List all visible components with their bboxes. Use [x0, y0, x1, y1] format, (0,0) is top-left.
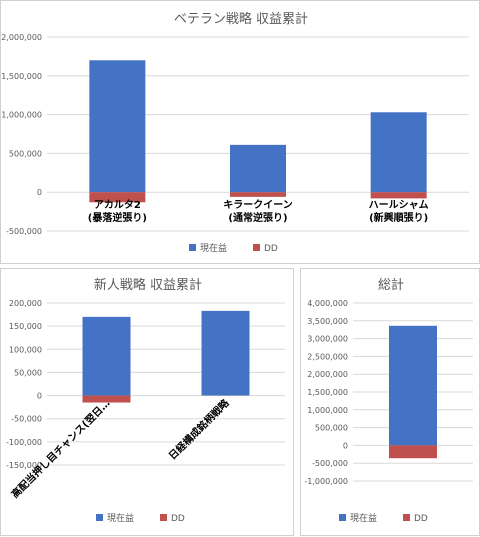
y-tick-label: 100,000 — [9, 345, 42, 354]
y-tick-label: 500,000 — [315, 424, 348, 433]
legend-label: 現在益 — [107, 512, 134, 524]
legend-label: DD — [171, 514, 185, 524]
profit-bar — [389, 325, 437, 446]
profit-bar — [82, 316, 131, 396]
legend-label: DD — [264, 244, 278, 254]
y-tick-label: 2,000,000 — [1, 33, 42, 42]
y-tick-label: 50,000 — [14, 368, 42, 377]
legend-swatch — [403, 514, 410, 521]
legend-swatch — [339, 514, 346, 521]
category-label: (通常逆張り) — [228, 211, 287, 224]
chart-title: ベテラン戦略 収益累計 — [174, 11, 308, 27]
category-label: キラークイーン — [223, 199, 293, 211]
legend-swatch — [189, 244, 196, 251]
legend-label: DD — [414, 514, 428, 524]
y-tick-label: 3,500,000 — [307, 317, 348, 326]
y-tick-label: 200,000 — [9, 299, 42, 308]
y-tick-label: 1,000,000 — [1, 111, 42, 120]
chart-panel-total: 総計 4,000,000 3,500,000 3,000,000 2,500,000 2,… — [300, 268, 480, 536]
legend-swatch — [160, 514, 167, 521]
dd-bar — [370, 192, 427, 199]
newcomer-chart: 新人戦略 収益累計 200,000 150,000 100,000 50,000 0 -50… — [6, 277, 285, 524]
y-tick-label: 4,000,000 — [307, 299, 348, 308]
dd-bar — [89, 192, 146, 203]
profit-bar — [230, 144, 286, 193]
profit-bar — [370, 112, 427, 193]
dd-bar — [389, 445, 437, 459]
y-tick-label: -50,000 — [11, 415, 42, 424]
chart-panel-newcomer: 新人戦略 収益累計 200,000 150,000 100,000 50,000 0 -50… — [0, 268, 294, 536]
chart-panel-veteran: ベテラン戦略 収益累計 2,000,000 1,500,000 1,000,000 50… — [0, 0, 480, 264]
y-tick-label: 500,000 — [9, 149, 42, 158]
chart-title: 新人戦略 収益累計 — [94, 277, 202, 293]
y-tick-label: -100,000 — [6, 438, 42, 447]
y-tick-label: -500,000 — [312, 459, 348, 468]
category-label: 高配当押し目チャンス(翌日… — [8, 397, 112, 501]
legend-swatch — [253, 244, 260, 251]
legend-swatch — [96, 514, 103, 521]
y-tick-label: 2,500,000 — [307, 352, 348, 361]
y-tick-label: 1,500,000 — [1, 72, 42, 81]
y-tick-label: 1,500,000 — [307, 388, 348, 397]
dd-bar — [230, 192, 286, 197]
y-tick-label: 0 — [343, 441, 348, 450]
y-tick-label: 150,000 — [9, 322, 42, 331]
category-label: アカルタ2 — [94, 199, 141, 211]
y-tick-label: -150,000 — [6, 461, 42, 470]
total-chart: 総計 4,000,000 3,500,000 3,000,000 2,500,000 2,… — [304, 277, 473, 524]
y-tick-label: 2,000,000 — [307, 370, 348, 379]
y-tick-label: -1,000,000 — [304, 477, 348, 486]
category-label: 日経構成銘柄戦略 — [166, 396, 232, 462]
y-tick-label: -500,000 — [6, 227, 42, 236]
y-tick-label: 0 — [37, 392, 42, 401]
y-tick-label: 1,000,000 — [307, 406, 348, 415]
chart-title: 総計 — [378, 277, 404, 293]
profit-bar — [89, 60, 146, 193]
legend-label: 現在益 — [350, 512, 377, 524]
y-tick-label: 0 — [37, 188, 42, 197]
dd-bar — [82, 395, 131, 403]
legend-label: 現在益 — [200, 242, 227, 254]
category-label: ハールシャム — [369, 199, 429, 211]
category-label: (暴落逆張り) — [88, 211, 147, 224]
profit-bar — [201, 310, 250, 396]
veteran-chart: ベテラン戦略 収益累計 2,000,000 1,500,000 1,000,000 50… — [1, 11, 469, 254]
y-tick-label: 3,000,000 — [307, 335, 348, 344]
category-label: (新興順張り) — [369, 211, 428, 224]
